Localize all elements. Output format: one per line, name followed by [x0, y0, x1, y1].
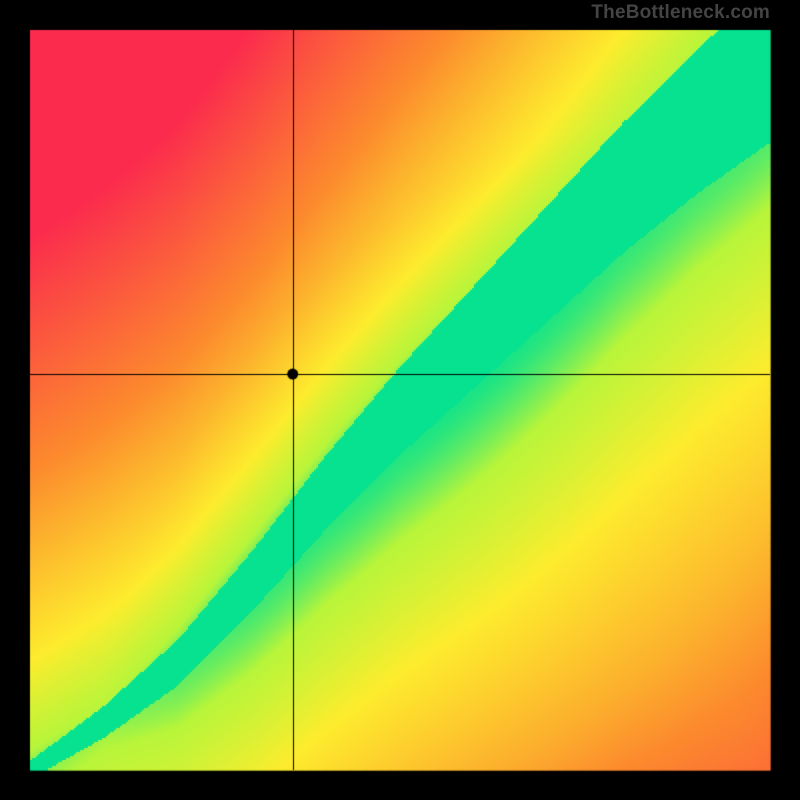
watermark-text: TheBottleneck.com [591, 2, 770, 24]
chart-container: TheBottleneck.com [0, 0, 800, 800]
heatmap-canvas [0, 0, 800, 800]
